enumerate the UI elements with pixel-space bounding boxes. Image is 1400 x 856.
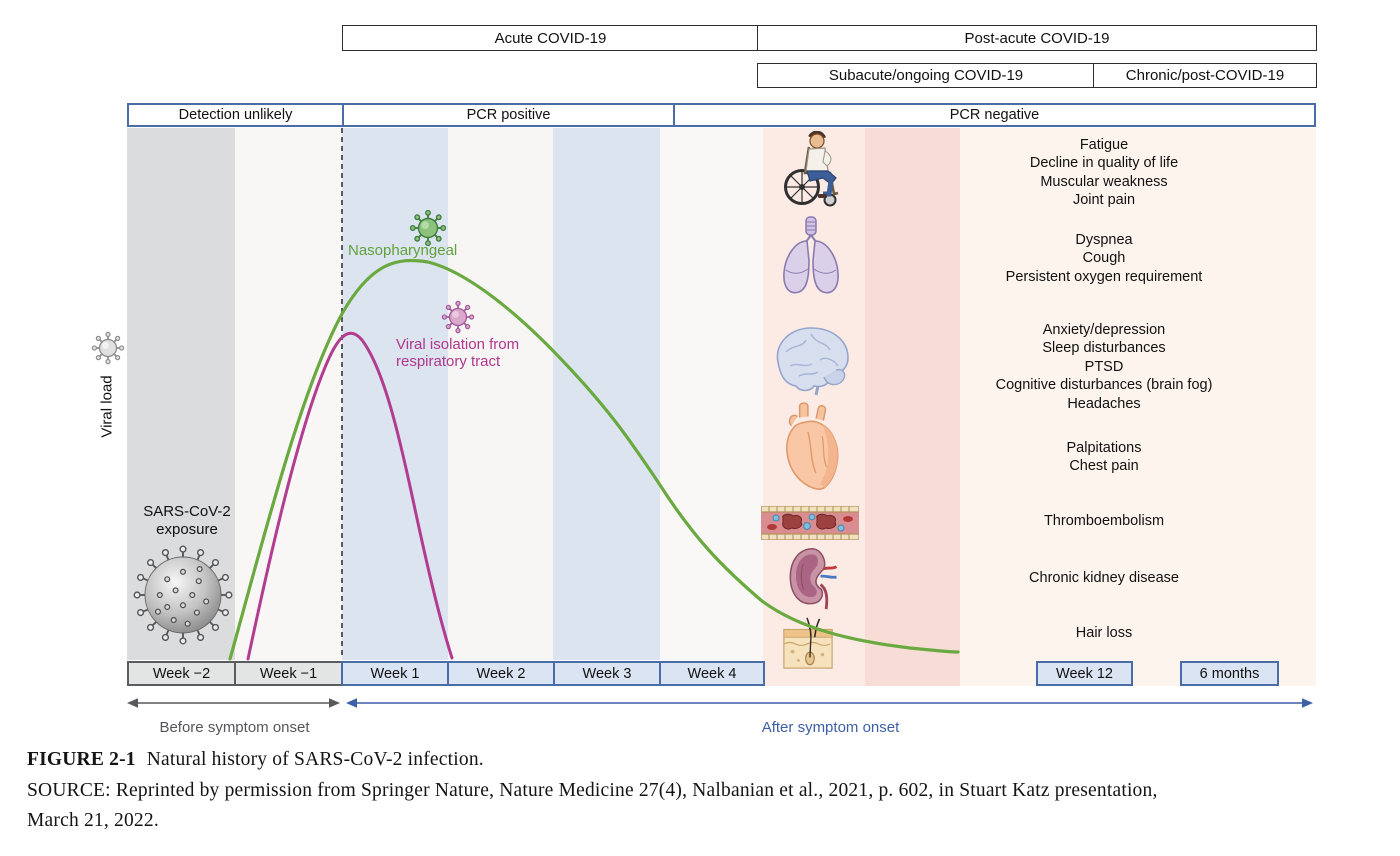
symptom-line: Fatigue [1079, 137, 1129, 153]
symptom-line: Cognitive disturbances (brain fog) [995, 377, 1213, 394]
pcr-bar-negative: PCR negative [673, 103, 1316, 127]
pcr-detection-label: Detection unlikely [178, 107, 293, 123]
skin-hair-icon [783, 617, 833, 669]
phase-bar-subacute-label: Subacute/ongoing COVID-19 [828, 67, 1024, 84]
week-box-3: Week 3 [553, 661, 661, 686]
figure-caption-source-line1: SOURCE: Reprinted by permission from Spr… [27, 780, 1158, 801]
phase-bar-chronic-label: Chronic/post-COVID-19 [1125, 67, 1285, 84]
brain-icon [776, 327, 849, 396]
symptom-line: Joint pain [1072, 192, 1136, 209]
week-label: Week 2 [476, 665, 526, 682]
week-box-2: Week 2 [447, 661, 555, 686]
symptom-line: Palpitations [1066, 440, 1142, 456]
week-label: Week 1 [370, 665, 420, 682]
symptom-line: Dyspnea [1075, 232, 1133, 248]
viral-isolation-label-line2: respiratory tract [396, 353, 501, 370]
band-week4 [660, 128, 763, 660]
symptom-line: Sleep disturbances [1042, 340, 1166, 357]
blood-vessel-icon [761, 506, 859, 540]
symptom-line: Persistent oxygen requirement [1005, 268, 1203, 285]
symptom-group-cardiac: Palpitations Chest pain [930, 439, 1278, 476]
symptom-line: Cough [1082, 250, 1126, 267]
week-label: Week −1 [259, 665, 318, 682]
phase-bar-post-acute-label: Post-acute COVID-19 [964, 29, 1110, 47]
wheelchair-icon [784, 131, 839, 207]
symptom-group-neuropsychiatric: Anxiety/depression Sleep disturbances PT… [930, 321, 1278, 413]
after-symptom-onset-arrow [346, 698, 1313, 708]
virus-icon-small-gray [91, 331, 125, 365]
viral-isolation-label-line1: Viral isolation from [396, 336, 520, 353]
week-box-minus2: Week −2 [127, 661, 236, 686]
exposure-label-line1: SARS-CoV-2 [143, 503, 231, 520]
symptom-group-renal: Chronic kidney disease [930, 569, 1278, 587]
band-cream [960, 128, 1316, 686]
week-label: Week −2 [152, 665, 211, 682]
band-week3 [553, 128, 660, 660]
symptom-line: Hair loss [1075, 625, 1133, 641]
pcr-positive-label: PCR positive [466, 107, 551, 123]
pcr-negative-label: PCR negative [949, 107, 1040, 123]
lungs-icon [783, 216, 839, 294]
six-months-box: 6 months [1180, 661, 1279, 686]
week-box-4: Week 4 [659, 661, 765, 686]
phase-bar-acute: Acute COVID-19 [342, 25, 759, 51]
viral-isolation-curve-label: Viral isolation from respiratory tract [396, 336, 519, 370]
symptom-group-pulmonary: Dyspnea Cough Persistent oxygen requirem… [930, 231, 1278, 286]
week-label: Week 12 [1056, 665, 1113, 682]
week-label: 6 months [1199, 665, 1260, 682]
pcr-bar-detection-unlikely: Detection unlikely [127, 103, 344, 127]
heart-icon [786, 402, 839, 490]
nasopharyngeal-curve-label: Nasopharyngeal [348, 242, 458, 259]
symptom-line: Chronic kidney disease [1029, 570, 1179, 586]
exposure-label: SARS-CoV-2 exposure [125, 503, 249, 539]
band-week1 [342, 128, 448, 660]
week-box-minus1: Week −1 [234, 661, 343, 686]
band-week2 [448, 128, 553, 660]
week-box-12: Week 12 [1036, 661, 1133, 686]
week-label: Week 4 [687, 665, 737, 682]
exposure-label-line2: exposure [156, 521, 218, 538]
phase-bar-post-acute: Post-acute COVID-19 [757, 25, 1317, 51]
y-axis-label: Viral load [98, 375, 116, 438]
symptom-line: PTSD [1084, 358, 1124, 375]
phase-bar-chronic: Chronic/post-COVID-19 [1093, 63, 1317, 88]
week-box-1: Week 1 [341, 661, 449, 686]
figure-caption-title: FIGURE 2-1 Natural history of SARS-CoV-2 … [27, 749, 484, 771]
before-symptom-onset-arrow [127, 698, 340, 708]
before-symptom-onset-label: Before symptom onset [159, 719, 310, 736]
symptom-line: Chest pain [1069, 458, 1139, 475]
symptom-line: Headaches [1067, 395, 1141, 412]
figure-title-text: Natural history of SARS-CoV-2 infection. [146, 749, 484, 770]
after-symptom-onset-label: After symptom onset [761, 719, 900, 736]
kidney-icon [789, 548, 838, 610]
virus-icon-pink [441, 300, 475, 334]
phase-bar-subacute: Subacute/ongoing COVID-19 [757, 63, 1095, 88]
phase-bar-acute-label: Acute COVID-19 [494, 29, 607, 47]
symptom-line: Decline in quality of life [1029, 155, 1179, 172]
symptom-group-general: Fatigue Decline in quality of life Muscu… [930, 136, 1278, 210]
band-week-minus1 [235, 128, 342, 660]
symptom-group-thromboembolism: Thromboembolism [930, 512, 1278, 530]
symptom-line: Muscular weakness [1040, 173, 1168, 190]
virus-icon-green [409, 209, 447, 247]
pcr-bar-positive: PCR positive [342, 103, 675, 127]
sars-cov-2-virion-icon [133, 545, 233, 645]
figure-number-label: FIGURE 2-1 [27, 749, 136, 770]
symptom-line: Thromboembolism [1043, 513, 1165, 529]
figure-caption-source-line2: March 21, 2022. [27, 810, 159, 831]
symptom-line: Anxiety/depression [1042, 322, 1166, 338]
week-label: Week 3 [582, 665, 632, 682]
symptom-group-dermatologic: Hair loss [930, 624, 1278, 642]
